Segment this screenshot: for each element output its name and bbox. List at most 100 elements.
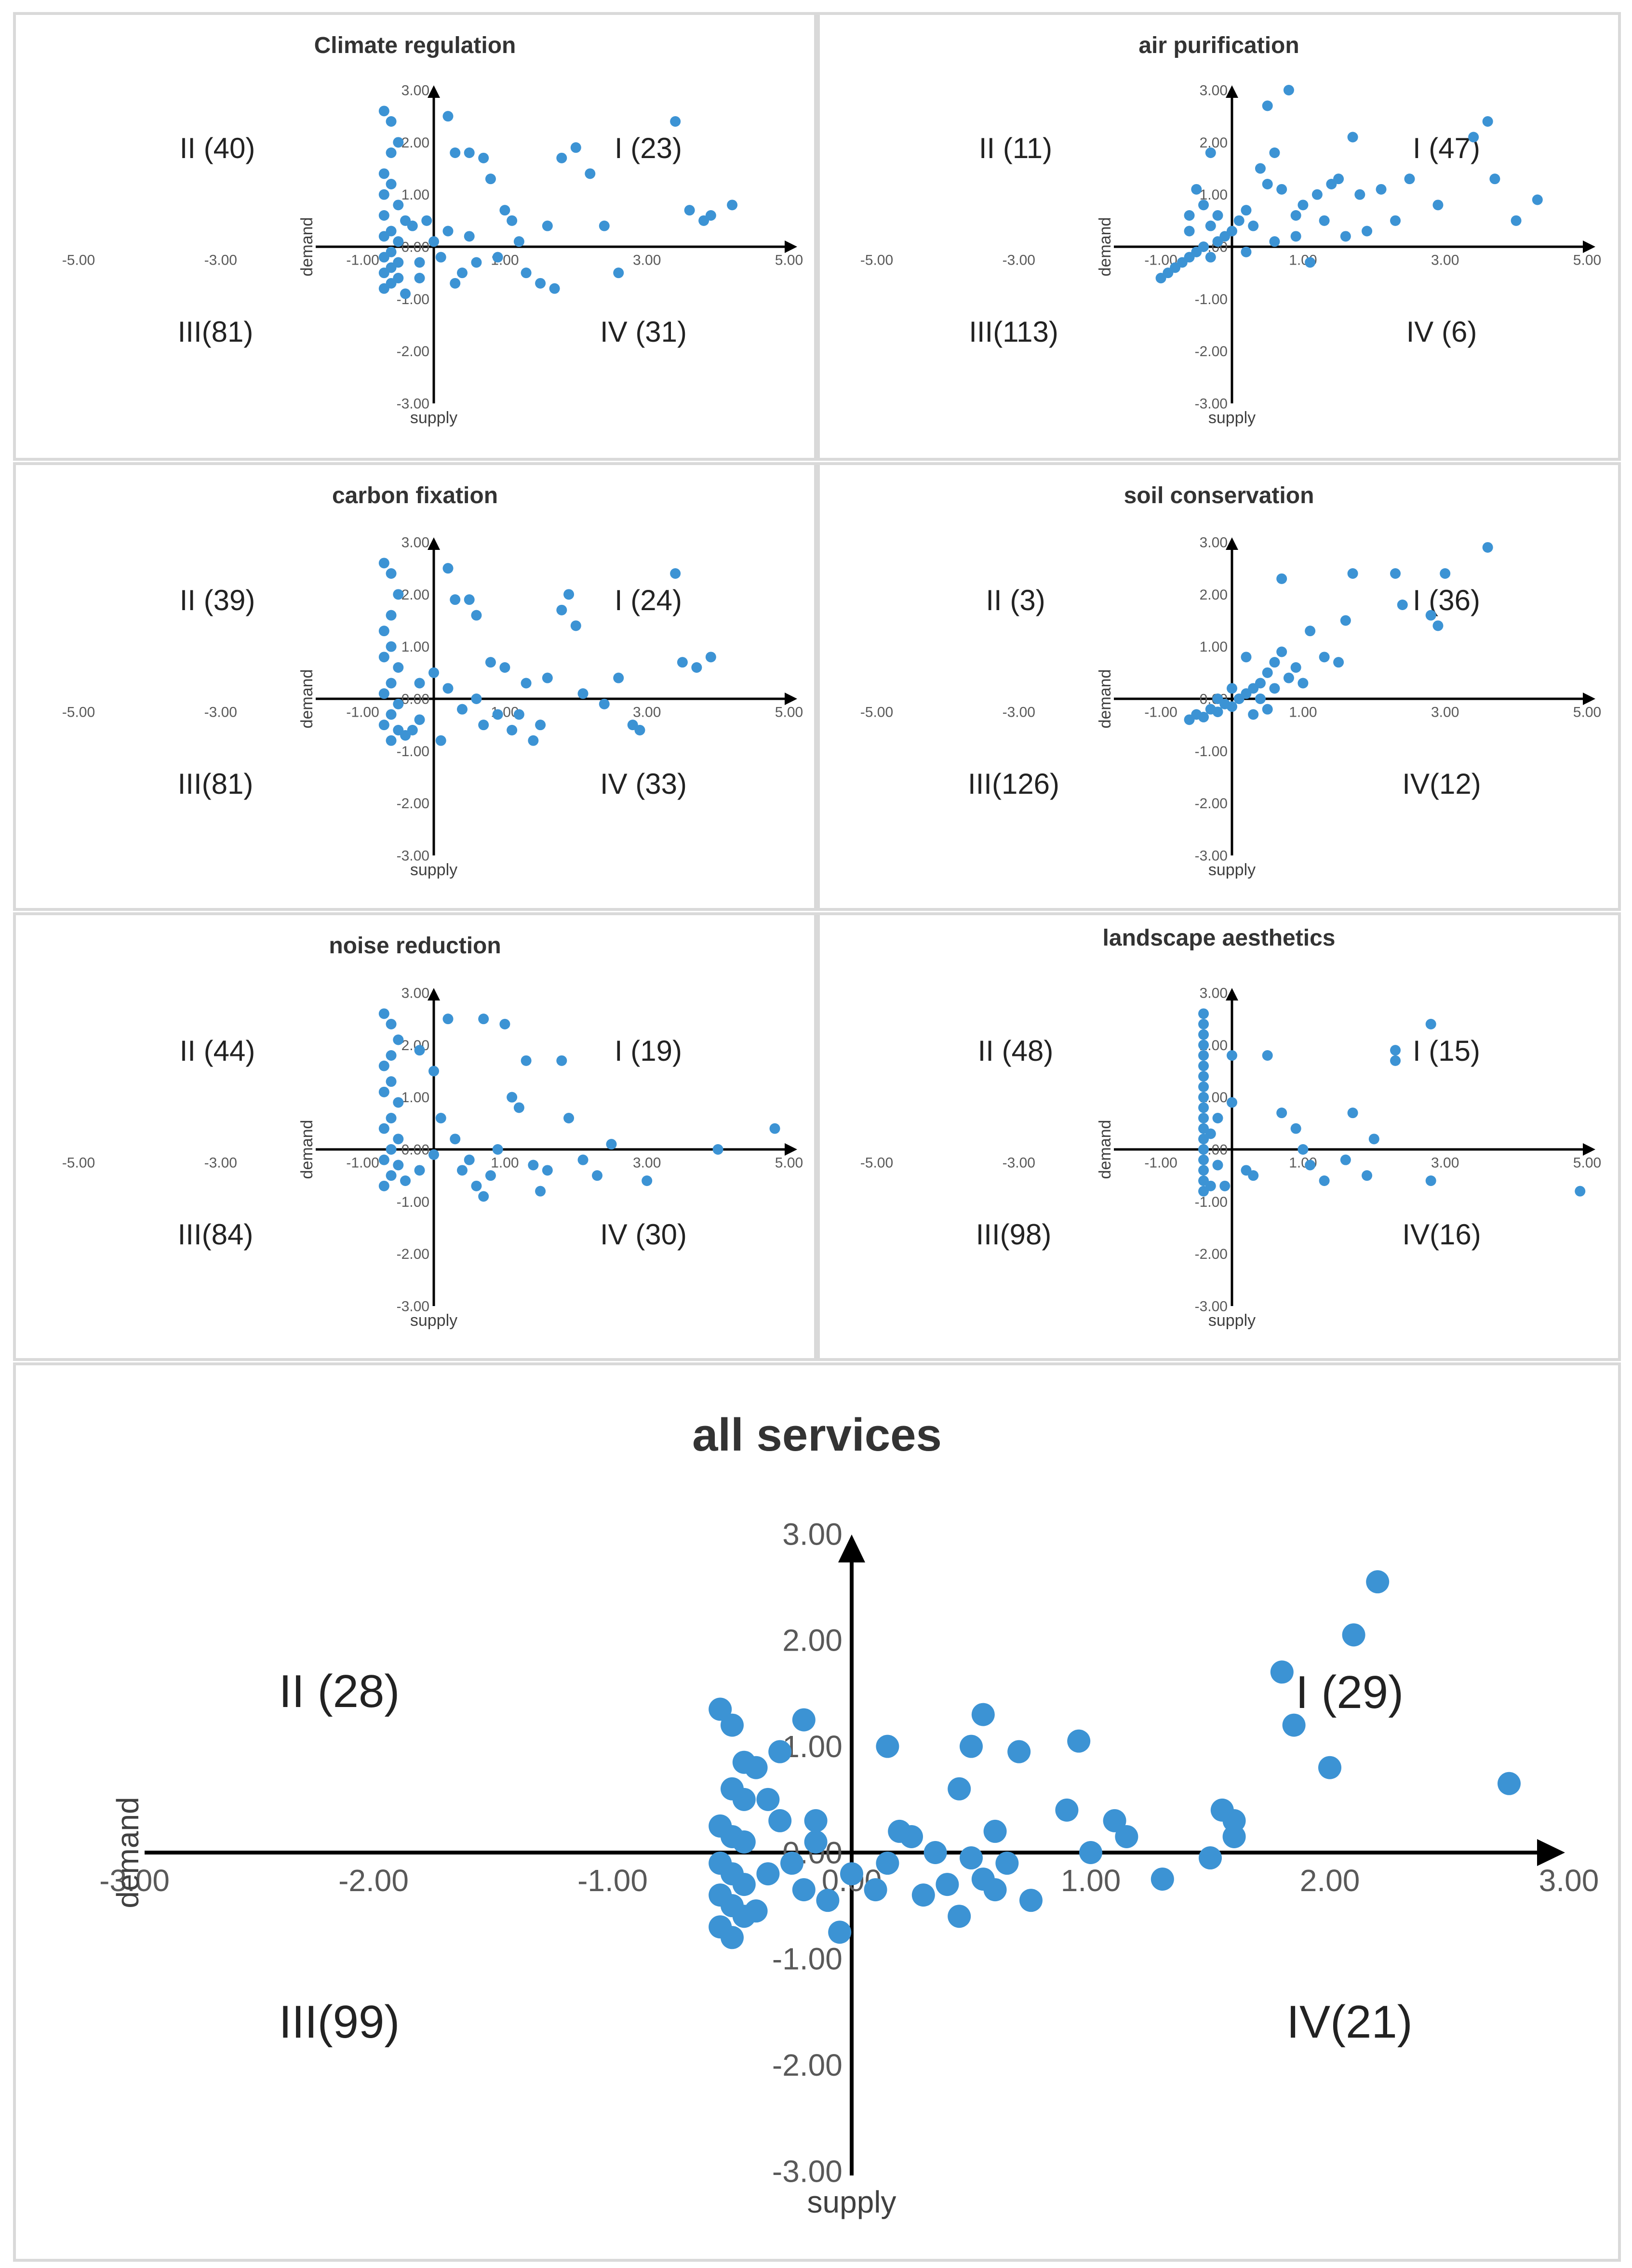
data-point [1227, 701, 1237, 712]
data-point [513, 236, 524, 247]
data-point [1262, 100, 1273, 111]
data-point [1366, 1570, 1390, 1594]
data-point [393, 1160, 404, 1171]
data-point [393, 1034, 404, 1045]
y-tick-label: -2.00 [1195, 1246, 1228, 1262]
data-point [1233, 215, 1244, 226]
data-point [1212, 694, 1223, 704]
data-point [464, 1154, 475, 1165]
data-point [393, 662, 404, 673]
data-point [1290, 662, 1301, 673]
x-tick-label: 5.00 [775, 253, 803, 268]
data-point [1511, 215, 1522, 226]
data-point [1333, 173, 1344, 185]
data-point [1007, 1740, 1031, 1763]
data-point [1255, 163, 1266, 174]
data-point [1248, 220, 1259, 231]
data-point [378, 558, 389, 569]
data-point [768, 1809, 792, 1832]
y-tick-label: -2.00 [772, 2048, 843, 2082]
data-point [435, 1113, 446, 1123]
x-tick-label: -3.00 [99, 1863, 170, 1898]
data-point [542, 1165, 553, 1176]
data-point [386, 1076, 397, 1087]
y-tick-label: 3.00 [1200, 535, 1228, 551]
data-point [1255, 678, 1266, 689]
data-point [876, 1852, 899, 1875]
data-point [1212, 707, 1223, 718]
y-tick-label: 0.00 [401, 1142, 429, 1158]
data-point [1290, 1123, 1301, 1134]
x-tick-label: -1.00 [346, 253, 379, 268]
data-point [1376, 184, 1387, 195]
x-tick-label: -1.00 [1144, 1155, 1177, 1171]
y-tick-label: 1.00 [782, 1729, 843, 1764]
x-axis-arrowhead [1537, 1839, 1565, 1866]
data-point [712, 1144, 723, 1155]
data-point [1205, 220, 1216, 231]
data-point [1440, 568, 1451, 579]
x-tick-label: -5.00 [62, 705, 95, 720]
y-tick-label: 2.00 [401, 135, 429, 151]
data-point [1150, 1868, 1174, 1891]
data-point [556, 152, 567, 163]
data-point [1212, 1113, 1223, 1123]
y-tick-label: 3.00 [401, 986, 429, 1001]
data-point [670, 568, 681, 579]
data-point [705, 652, 716, 663]
data-point [513, 709, 524, 720]
data-point [378, 626, 389, 637]
data-point [378, 1180, 389, 1191]
x-tick-label: 5.00 [1573, 705, 1601, 720]
x-tick-label: -5.00 [860, 253, 893, 268]
x-axis-title: supply [1208, 1311, 1256, 1330]
data-point [442, 683, 454, 694]
y-axis-title: demand [1096, 1120, 1114, 1179]
panel-frame [13, 12, 817, 461]
x-axis-title: supply [410, 861, 457, 879]
data-point [1019, 1889, 1043, 1912]
data-point [414, 678, 425, 689]
data-point [1198, 1019, 1209, 1029]
data-point [1205, 147, 1216, 158]
data-point [1425, 1175, 1436, 1186]
data-point [1198, 1165, 1209, 1176]
y-tick-label: -1.00 [397, 1194, 429, 1210]
y-tick-label: -2.00 [1195, 796, 1228, 812]
data-point [1482, 542, 1493, 553]
data-point [378, 283, 389, 294]
data-point [556, 1055, 567, 1066]
data-point [1347, 1107, 1358, 1119]
data-point [378, 1086, 389, 1097]
data-point [960, 1734, 983, 1758]
data-point [1255, 694, 1266, 704]
data-point [400, 1175, 411, 1186]
data-point [1390, 1055, 1401, 1066]
y-tick-label: -1.00 [1195, 1194, 1228, 1210]
y-tick-label: -1.00 [1195, 292, 1228, 307]
data-point [549, 283, 560, 294]
data-point [456, 1165, 468, 1176]
chart-title: Climate regulation [314, 33, 516, 58]
data-point [1115, 1825, 1138, 1848]
data-point [1390, 568, 1401, 579]
data-point [1432, 200, 1444, 211]
data-point [386, 147, 397, 158]
data-point [948, 1905, 971, 1928]
data-point [456, 704, 468, 715]
quadrant-label-iii: III(84) [178, 1218, 254, 1251]
data-point [727, 200, 738, 211]
data-point [378, 1060, 389, 1071]
data-point [386, 568, 397, 579]
x-tick-label: 5.00 [775, 705, 803, 720]
data-point [1248, 709, 1259, 720]
data-point [464, 231, 475, 242]
y-tick-label: 1.00 [401, 1090, 429, 1106]
data-point [1347, 132, 1358, 143]
data-point [792, 1878, 816, 1902]
data-point [670, 116, 681, 127]
data-point [1319, 652, 1330, 663]
data-point [1055, 1798, 1079, 1822]
data-point [378, 168, 389, 179]
data-point [936, 1873, 959, 1896]
